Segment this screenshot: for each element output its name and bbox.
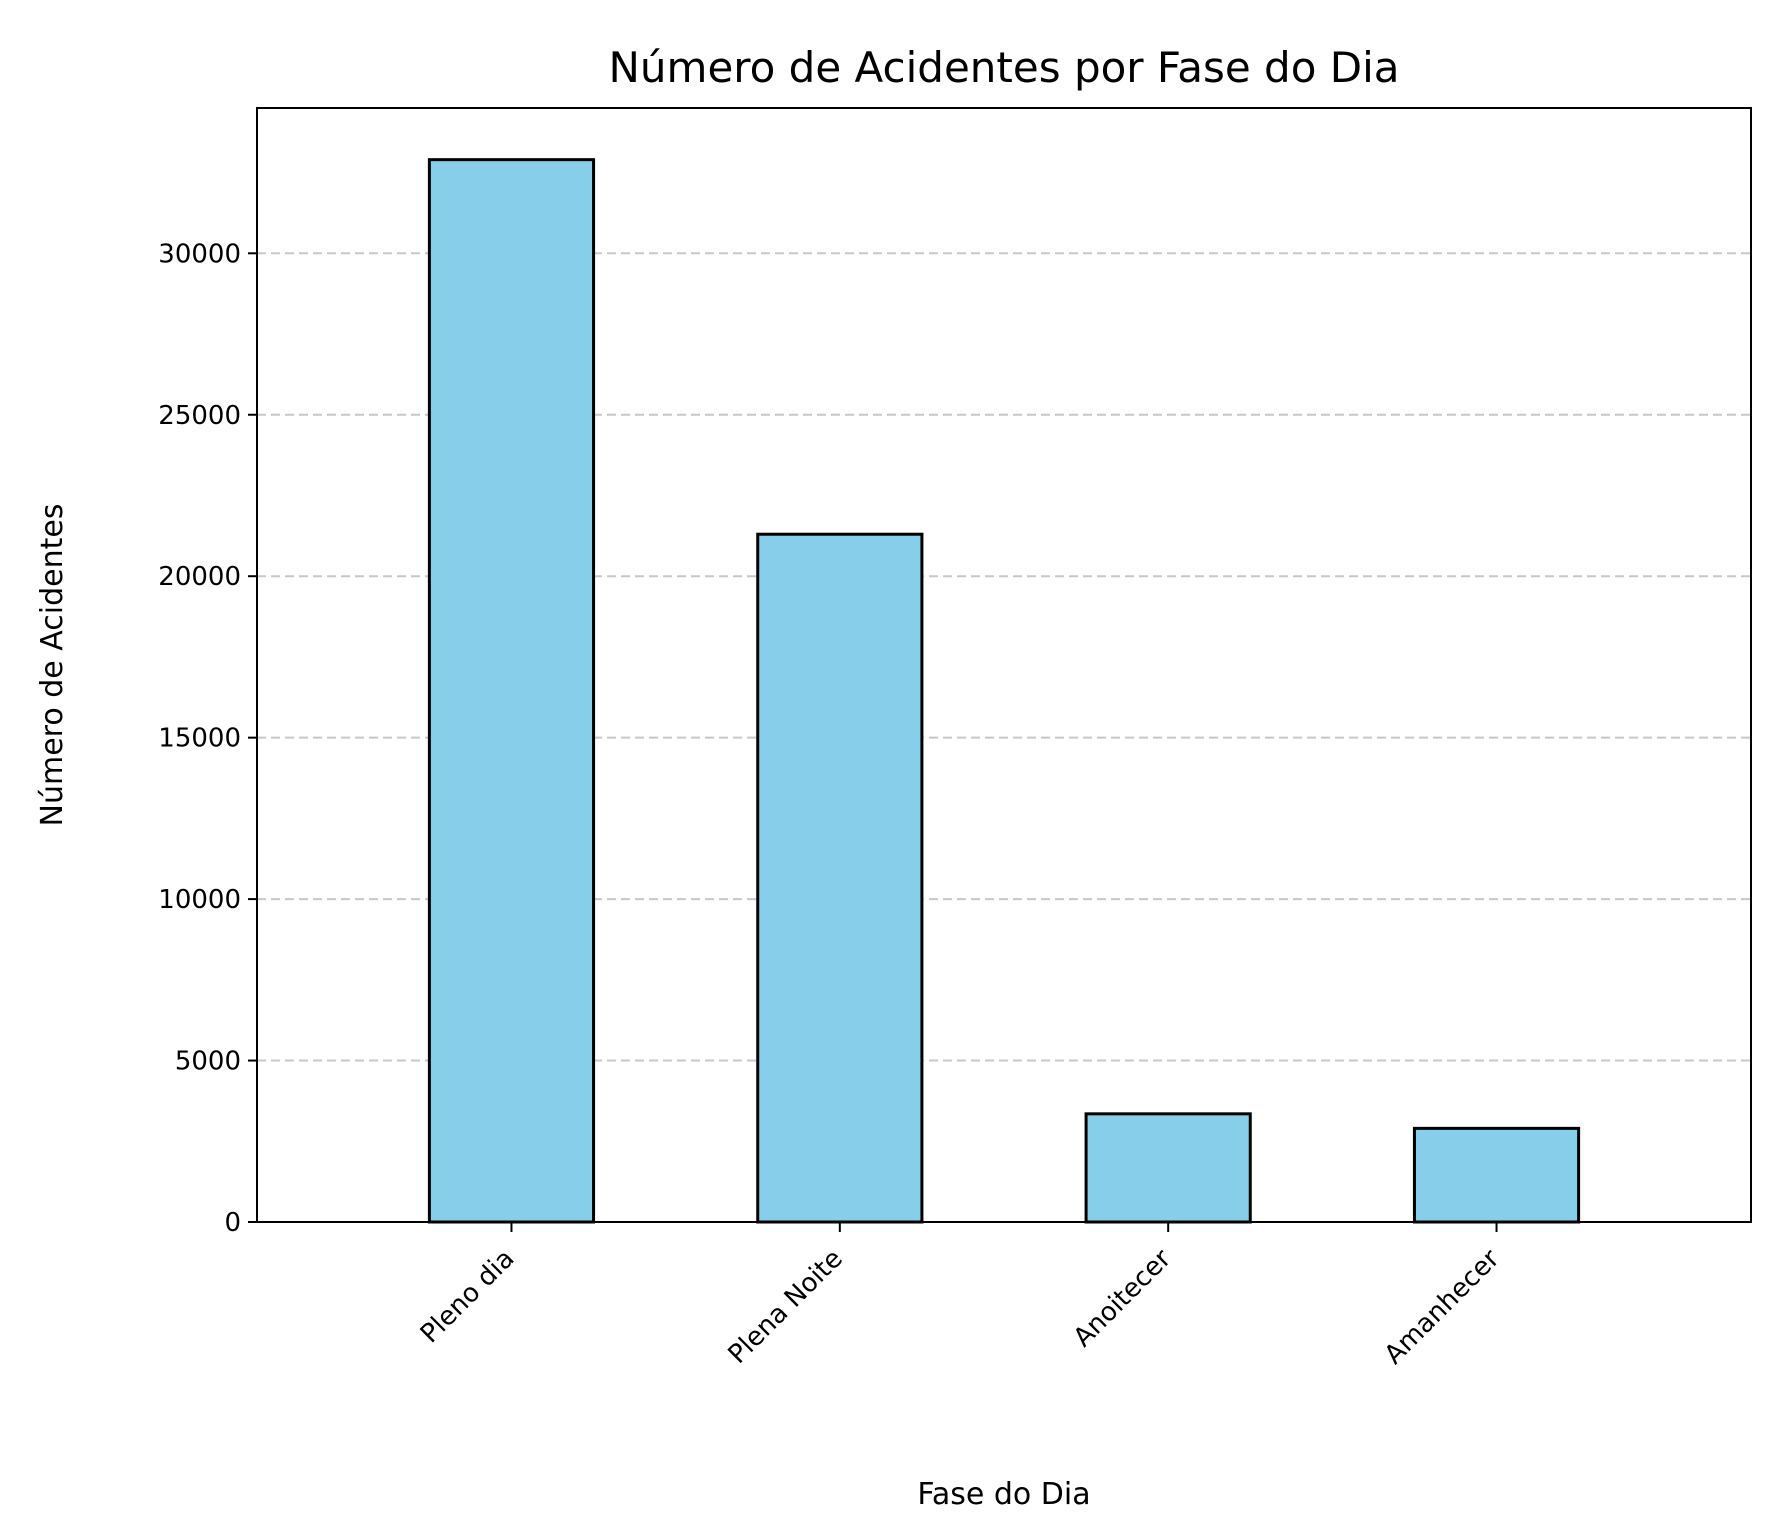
y-tick-label-20000: 20000	[158, 562, 241, 592]
x-tick-label-pleno-dia: Pleno dia	[415, 1244, 521, 1350]
chart-title: Número de Acidentes por Fase do Dia	[609, 43, 1400, 92]
y-tick-label-15000: 15000	[158, 724, 241, 754]
y-axis-ticks: 0 5000 10000 15000 20000 25000 30000	[158, 239, 257, 1238]
y-tick-label-0: 0	[224, 1208, 241, 1238]
y-tick-label-10000: 10000	[158, 885, 241, 915]
y-axis-label: Número de Acidentes	[35, 504, 70, 827]
y-tick-label-30000: 30000	[158, 239, 241, 269]
bar-pleno-dia	[427, 158, 596, 1224]
bar-anoitecer	[1084, 1112, 1252, 1224]
x-tick-label-plena-noite: Plena Noite	[723, 1244, 849, 1370]
x-tick-label-amanhecer: Amanhecer	[1379, 1244, 1506, 1371]
y-tick-label-25000: 25000	[158, 401, 241, 431]
x-axis-label: Fase do Dia	[917, 1477, 1090, 1512]
bars	[427, 158, 1581, 1224]
bar-amanhecer	[1412, 1126, 1581, 1224]
x-axis-ticks: Pleno dia Plena Noite Anoitecer Amanhecer	[415, 1222, 1506, 1370]
plot-frame	[256, 107, 1752, 1223]
y-tick-label-5000: 5000	[175, 1047, 241, 1077]
bar-plena-noite	[756, 532, 924, 1224]
grid-lines	[257, 252, 1751, 1062]
x-tick-label-anoitecer: Anoitecer	[1068, 1244, 1178, 1354]
